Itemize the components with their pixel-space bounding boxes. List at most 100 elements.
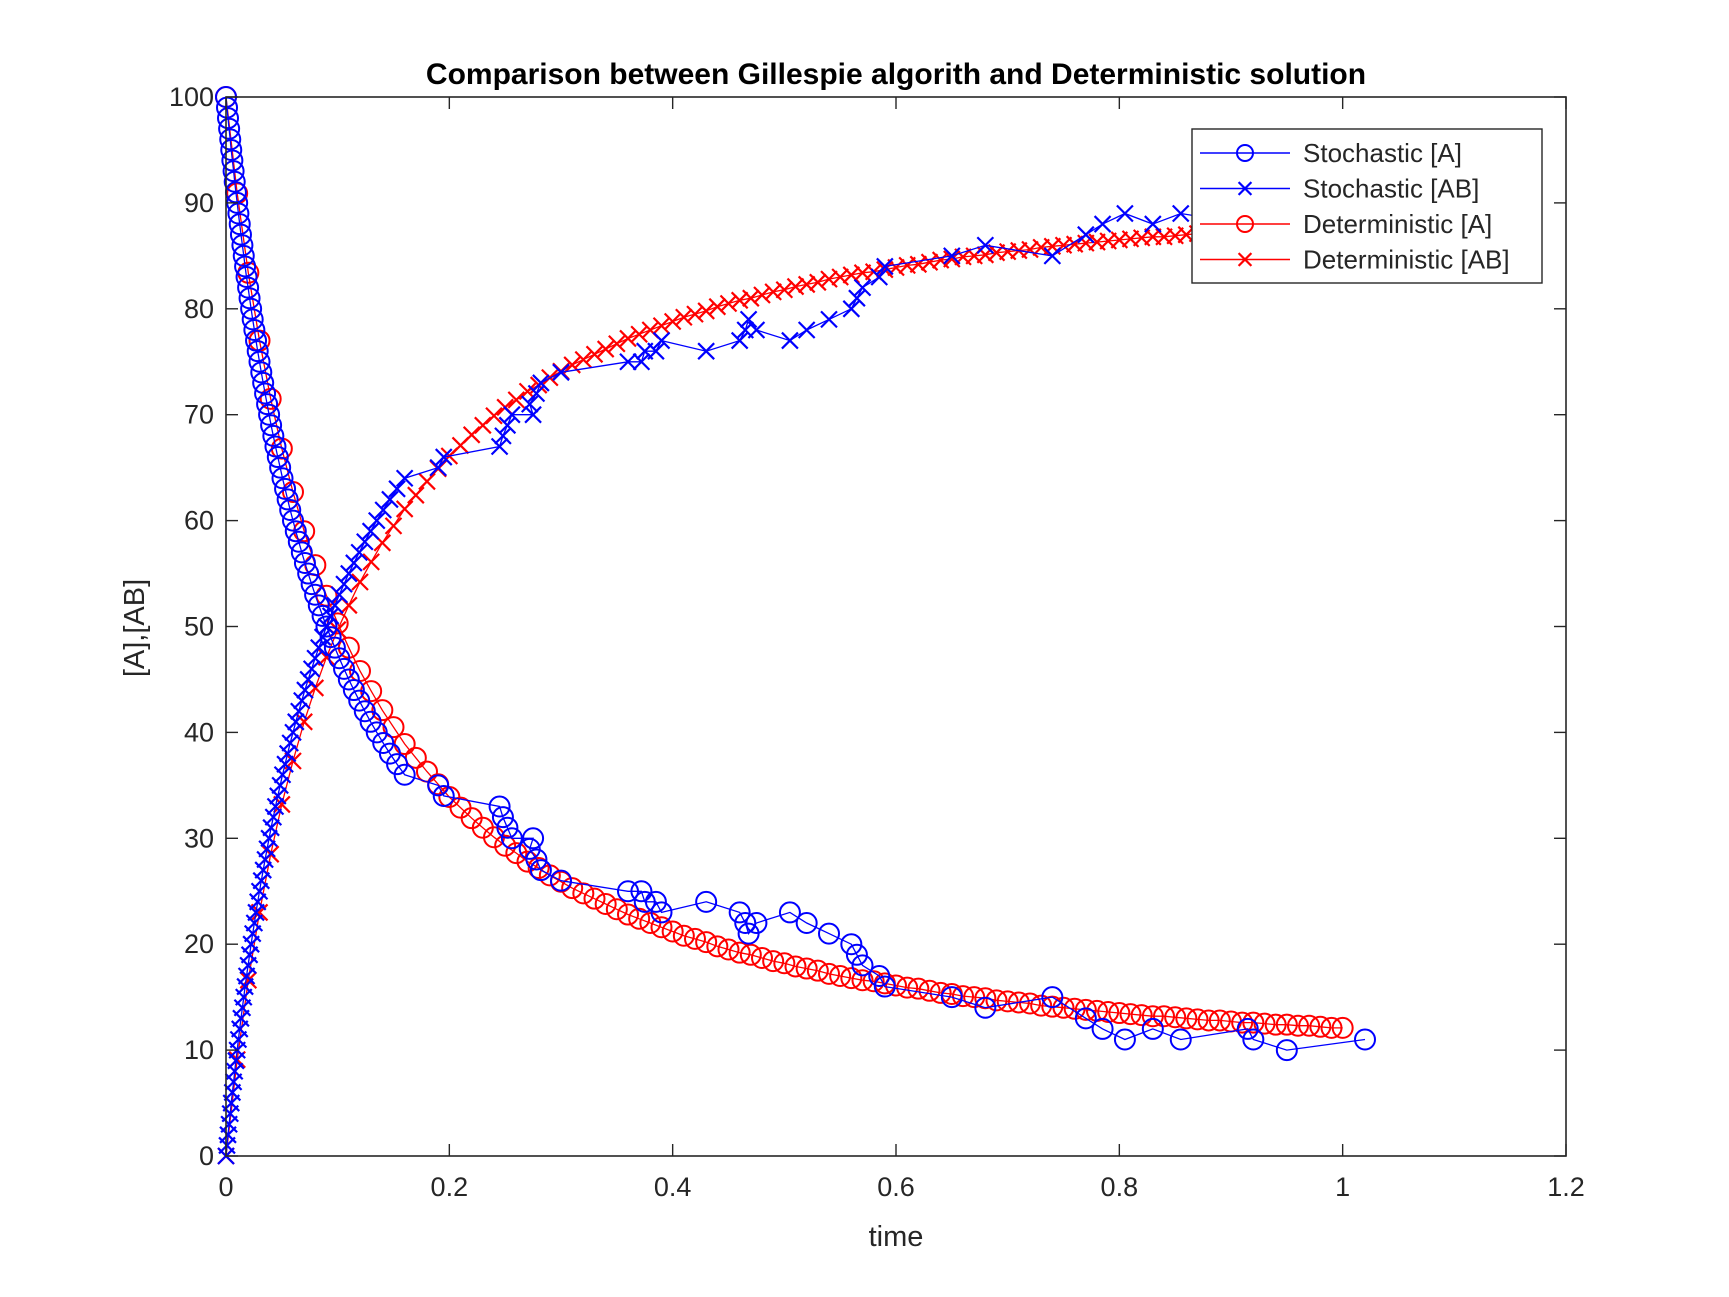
x-marker — [330, 585, 349, 604]
circle-marker — [605, 898, 628, 921]
x-marker — [976, 236, 995, 255]
y-tick-label: 10 — [184, 1035, 214, 1065]
x-marker — [356, 533, 374, 551]
circle-marker — [529, 859, 552, 882]
circle-marker — [985, 989, 1008, 1012]
x-marker — [485, 406, 503, 425]
circle-marker — [561, 877, 584, 900]
x-marker — [647, 342, 665, 360]
circle-marker — [232, 244, 255, 267]
x-marker — [920, 253, 939, 271]
circle-marker — [806, 959, 829, 982]
x-marker — [786, 277, 805, 296]
y-tick-label: 100 — [169, 82, 214, 112]
circle-marker — [1153, 1005, 1175, 1028]
circle-marker — [1175, 1007, 1198, 1030]
circle-marker — [266, 446, 289, 469]
circle-marker — [315, 615, 338, 638]
circle-marker — [795, 912, 818, 935]
x-marker — [532, 374, 550, 392]
circle-marker — [525, 848, 548, 871]
x-marker — [719, 294, 738, 313]
x-marker — [429, 458, 447, 477]
circle-marker — [628, 907, 651, 930]
chart-title: Comparison between Gillespie algorith an… — [426, 58, 1366, 91]
circle-marker — [371, 699, 394, 722]
circle-marker — [427, 774, 450, 797]
x-marker — [321, 607, 340, 625]
x-marker — [831, 268, 849, 286]
x-marker — [552, 363, 570, 382]
circle-marker — [1298, 1014, 1321, 1037]
circle-marker — [617, 903, 639, 926]
circle-marker — [372, 731, 395, 754]
circle-marker — [243, 318, 266, 341]
x-marker — [608, 334, 626, 353]
x-marker — [381, 490, 399, 509]
x-marker — [395, 500, 414, 518]
x-marker — [245, 914, 264, 932]
x-marker — [302, 660, 321, 678]
legend-circle-marker — [1236, 215, 1254, 233]
circle-marker — [393, 763, 416, 786]
legend: Stochastic [A] Stochastic [AB] Determinist… — [1191, 128, 1543, 284]
x-marker — [764, 283, 782, 301]
x-marker — [293, 691, 311, 710]
circle-marker — [896, 976, 919, 999]
x-marker — [248, 893, 267, 911]
circle-marker — [650, 901, 673, 924]
circle-marker — [1242, 1028, 1265, 1051]
circle-marker — [269, 456, 292, 479]
circle-marker — [218, 117, 241, 140]
circle-marker — [1091, 1017, 1114, 1040]
legend-x-marker — [1237, 252, 1253, 267]
x-marker — [507, 391, 526, 409]
circle-marker — [1141, 1005, 1164, 1028]
x-marker — [870, 268, 889, 286]
x-marker — [351, 573, 369, 591]
circle-marker — [1331, 1016, 1354, 1039]
legend-label: Stochastic [A] — [1303, 138, 1462, 168]
circle-marker — [328, 647, 351, 670]
circle-marker — [630, 880, 653, 903]
circle-marker — [1320, 1016, 1343, 1039]
y-tick-label: 60 — [184, 506, 214, 536]
circle-marker — [254, 382, 277, 405]
x-marker — [250, 882, 269, 901]
x-marker — [663, 312, 682, 331]
circle-marker — [300, 573, 323, 596]
circle-marker — [1264, 1013, 1287, 1036]
x-marker — [675, 308, 693, 327]
x-marker — [1021, 240, 1039, 259]
x-marker — [243, 924, 262, 943]
circle-marker — [256, 393, 279, 416]
x-marker — [256, 850, 274, 869]
circle-marker — [695, 890, 718, 913]
y-axis-label: [A],[AB] — [119, 579, 151, 677]
circle-marker — [237, 276, 260, 299]
circle-marker — [287, 530, 310, 553]
circle-marker — [868, 964, 891, 987]
series-line — [225, 96, 1343, 1029]
x-marker — [686, 305, 704, 323]
circle-marker — [264, 435, 287, 458]
circle-marker — [1164, 1006, 1187, 1029]
circle-marker — [219, 128, 242, 151]
legend-item: Deterministic [AB] — [1200, 245, 1510, 275]
circle-marker — [1119, 1003, 1142, 1026]
x-marker — [276, 755, 294, 773]
circle-marker — [1309, 1015, 1332, 1038]
x-marker — [258, 840, 276, 858]
legend-label: Stochastic [AB] — [1303, 174, 1479, 204]
circle-marker — [258, 403, 281, 426]
circle-marker — [644, 890, 667, 913]
x-marker — [848, 289, 866, 307]
x-marker — [1116, 204, 1134, 223]
x-marker — [781, 331, 799, 350]
circle-marker — [359, 710, 382, 733]
circle-marker — [518, 837, 541, 860]
legend-item: Stochastic [AB] — [1200, 174, 1479, 204]
circle-marker — [1019, 992, 1041, 1015]
circle-marker — [241, 308, 264, 331]
x-marker — [747, 321, 766, 339]
